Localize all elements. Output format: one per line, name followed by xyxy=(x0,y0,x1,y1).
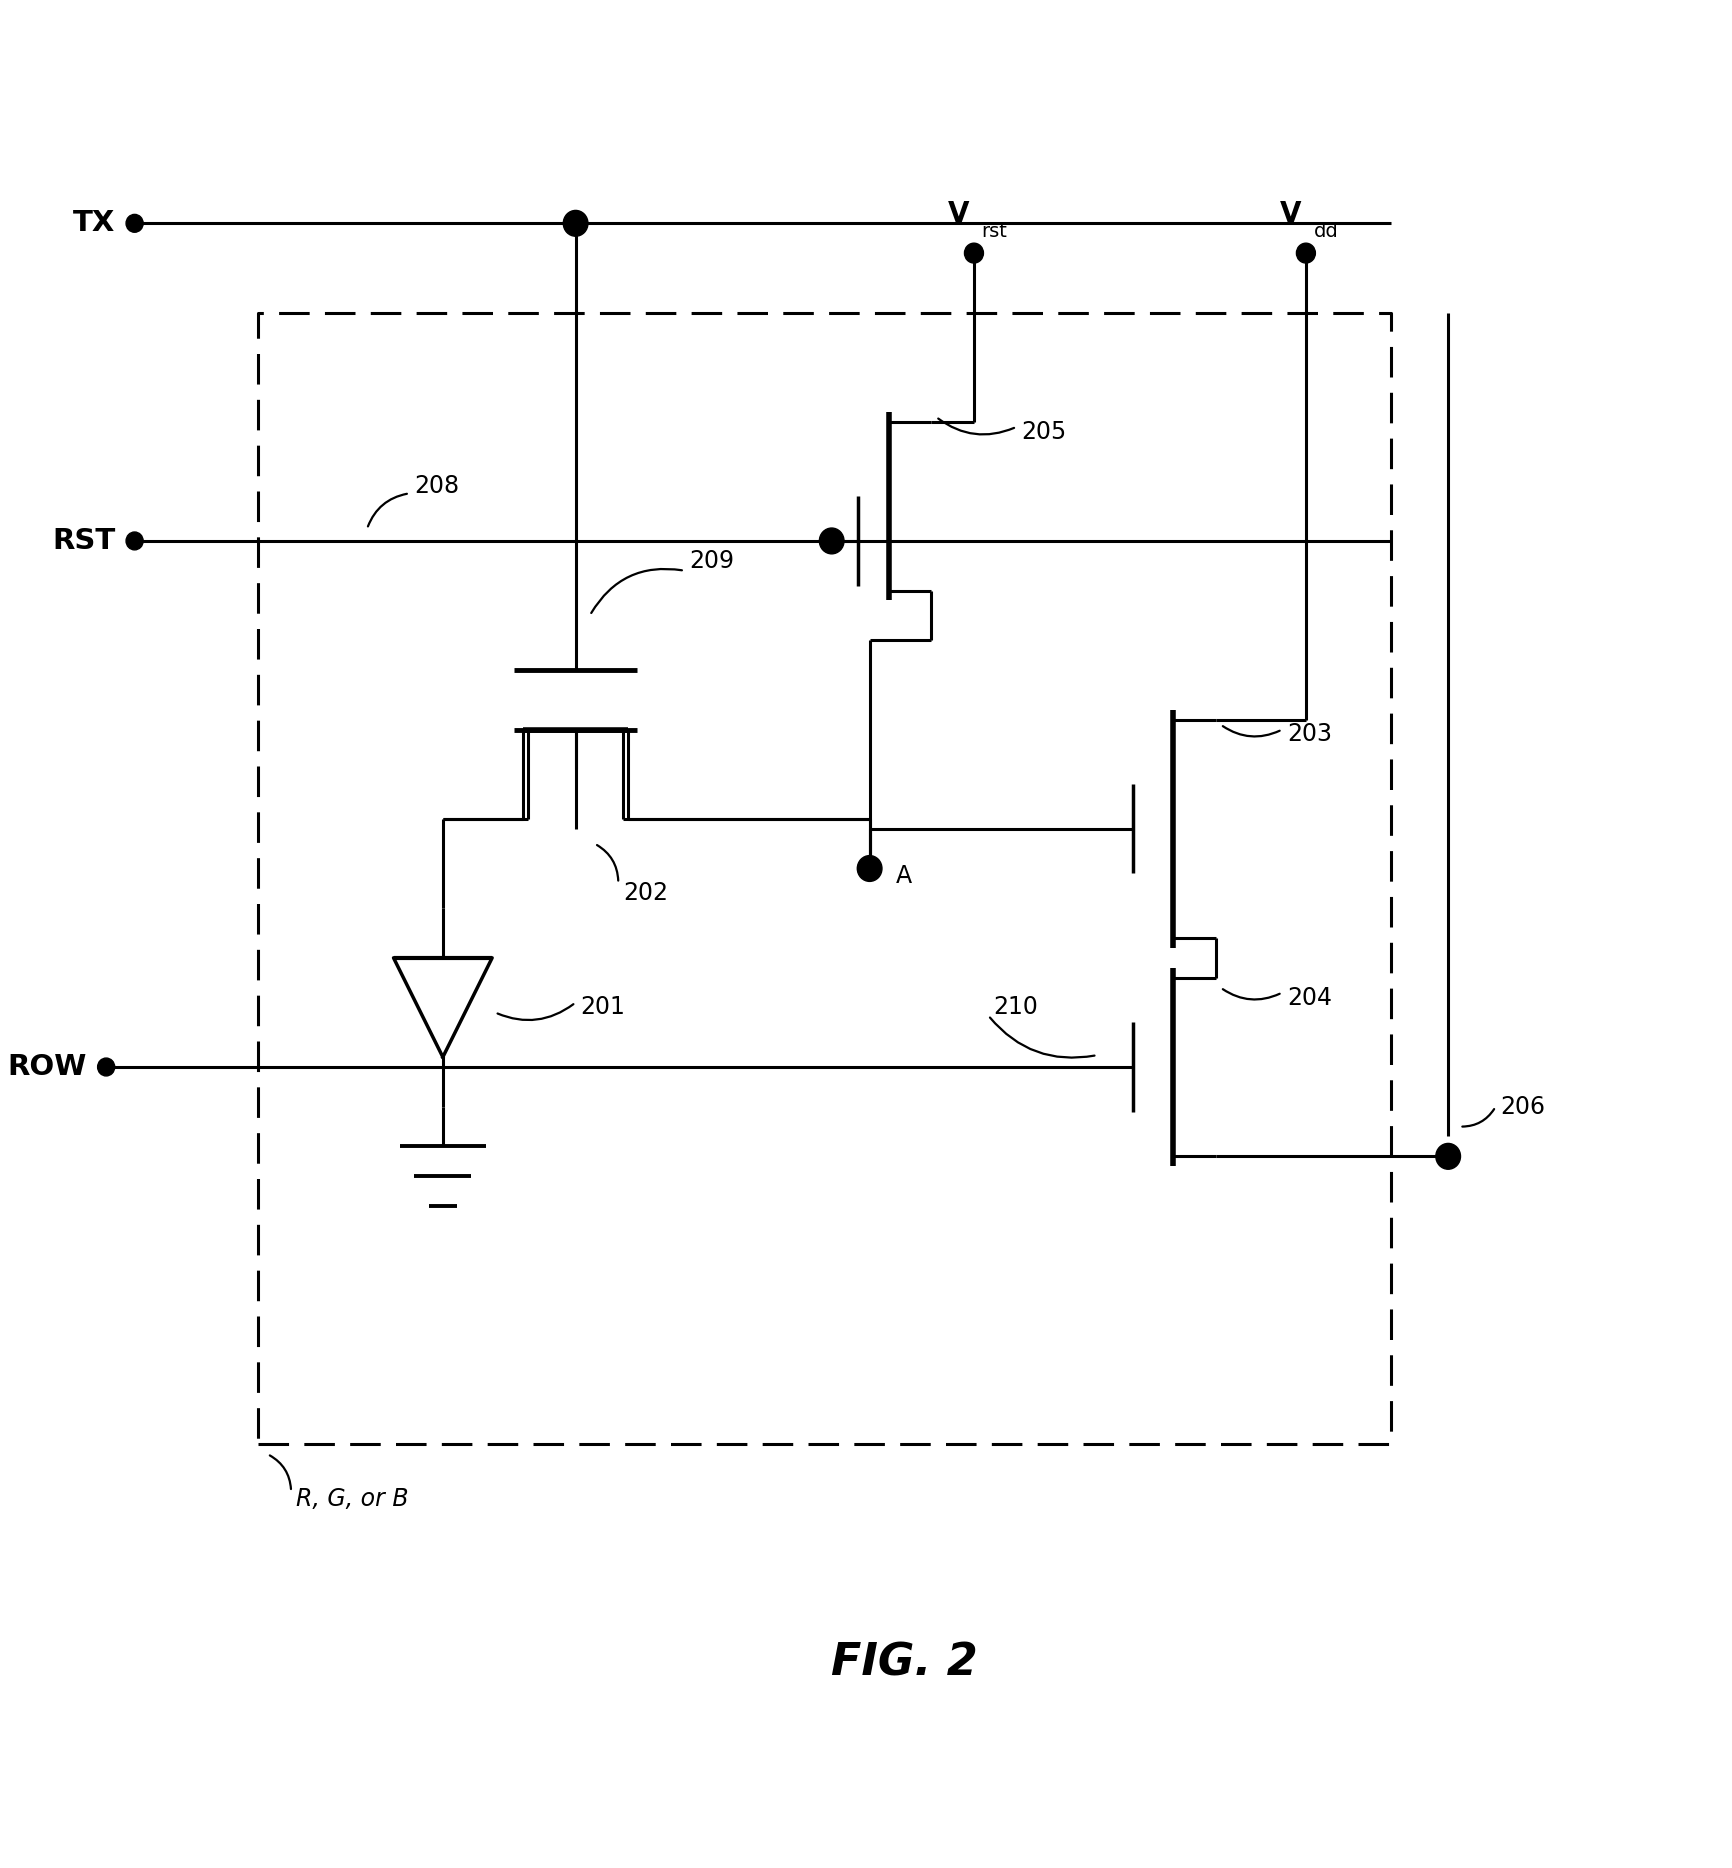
Circle shape xyxy=(563,211,587,235)
Text: 208: 208 xyxy=(414,474,459,499)
Text: 201: 201 xyxy=(580,996,625,1020)
Circle shape xyxy=(97,1057,114,1076)
Text: dd: dd xyxy=(1313,222,1337,241)
Text: 209: 209 xyxy=(689,549,734,573)
Text: 204: 204 xyxy=(1287,986,1332,1009)
Text: 202: 202 xyxy=(624,882,667,906)
Text: TX: TX xyxy=(73,209,116,237)
Text: ROW: ROW xyxy=(9,1054,87,1082)
Text: 203: 203 xyxy=(1287,723,1332,747)
Text: FIG. 2: FIG. 2 xyxy=(830,1642,977,1685)
Circle shape xyxy=(126,532,144,549)
Text: 210: 210 xyxy=(992,996,1037,1020)
Text: A: A xyxy=(895,865,911,889)
Circle shape xyxy=(1296,243,1315,263)
Text: rst: rst xyxy=(980,222,1006,241)
Text: V: V xyxy=(947,200,968,228)
Text: R, G, or B: R, G, or B xyxy=(296,1487,409,1511)
Circle shape xyxy=(857,856,882,882)
Text: RST: RST xyxy=(52,527,116,555)
Circle shape xyxy=(126,215,144,232)
Circle shape xyxy=(1436,1143,1460,1169)
Circle shape xyxy=(819,529,843,553)
Text: 205: 205 xyxy=(1020,420,1065,445)
Text: 206: 206 xyxy=(1500,1095,1545,1119)
Text: V: V xyxy=(1278,200,1301,228)
Circle shape xyxy=(965,243,982,263)
